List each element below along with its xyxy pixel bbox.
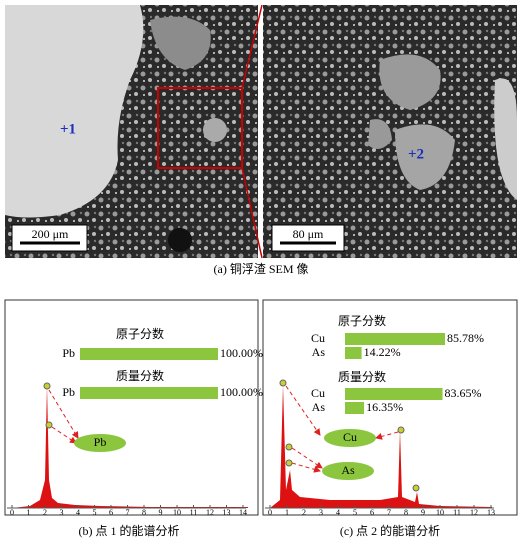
x-tick-label: 6 (109, 508, 113, 517)
spectrum (270, 385, 492, 508)
bar (345, 388, 443, 400)
point-label: +2 (408, 146, 424, 162)
x-tick-label: 8 (404, 508, 408, 517)
x-tick-label: 7 (387, 508, 391, 517)
x-tick-label: 13 (223, 508, 231, 517)
x-tick-label: 14 (239, 508, 247, 517)
value-label: 100.00% (220, 346, 263, 360)
element-label: Cu (311, 331, 325, 345)
section-title: 原子分数 (116, 326, 164, 341)
caption: (a) 铜浮渣 SEM 像 (214, 261, 309, 276)
value-label: 85.78% (447, 331, 484, 345)
section-title: 原子分数 (338, 313, 386, 328)
x-tick-label: 1 (27, 508, 31, 517)
peak-label: As (341, 463, 355, 477)
element-label: As (312, 345, 326, 359)
element-label: Pb (62, 385, 75, 399)
x-tick-label: 10 (173, 508, 181, 517)
x-tick-label: 7 (126, 508, 130, 517)
bar (345, 333, 446, 345)
peak-bubble (74, 434, 126, 452)
element-label: As (312, 400, 326, 414)
caption: (c) 点 2 的能谱分析 (340, 523, 440, 538)
value-label: 16.35% (366, 400, 403, 414)
bar (80, 387, 218, 399)
point-label: +1 (60, 121, 76, 137)
x-tick-label: 12 (470, 508, 478, 517)
bar (345, 402, 365, 414)
x-tick-label: 8 (142, 508, 146, 517)
x-tick-label: 0 (10, 508, 14, 517)
scale-label: 200 μm (32, 227, 69, 241)
peak-label: Pb (94, 435, 107, 449)
section-title: 质量分数 (338, 369, 386, 384)
x-tick-label: 2 (302, 508, 306, 517)
bar (345, 347, 362, 359)
x-tick-label: 6 (370, 508, 374, 517)
peak-bubble (322, 462, 374, 480)
peak-bubble (324, 429, 376, 447)
value-label: 83.65% (445, 386, 482, 400)
x-tick-label: 13 (487, 508, 495, 517)
x-tick-label: 12 (206, 508, 214, 517)
x-tick-label: 5 (93, 508, 97, 517)
x-tick-label: 5 (353, 508, 357, 517)
x-tick-label: 9 (421, 508, 425, 517)
x-tick-label: 2 (43, 508, 47, 517)
x-tick-label: 9 (159, 508, 163, 517)
x-tick-label: 10 (436, 508, 444, 517)
section-title: 质量分数 (116, 368, 164, 383)
bar (80, 348, 218, 360)
element-label: Cu (311, 386, 325, 400)
x-tick-label: 4 (76, 508, 80, 517)
x-tick-label: 0 (268, 508, 272, 517)
caption: (b) 点 1 的能谱分析 (79, 523, 180, 538)
value-label: 100.00% (220, 385, 263, 399)
value-label: 14.22% (364, 345, 401, 359)
scale-label: 80 μm (293, 227, 324, 241)
x-tick-label: 4 (336, 508, 340, 517)
x-tick-label: 3 (60, 508, 64, 517)
x-tick-label: 3 (319, 508, 323, 517)
x-tick-label: 11 (453, 508, 461, 517)
peak-label: Cu (343, 430, 357, 444)
x-tick-label: 1 (285, 508, 289, 517)
element-label: Pb (62, 346, 75, 360)
sem-right: +2 80 μm (263, 5, 517, 258)
x-tick-label: 11 (190, 508, 198, 517)
sem-left: +1 200 μm (5, 4, 263, 259)
